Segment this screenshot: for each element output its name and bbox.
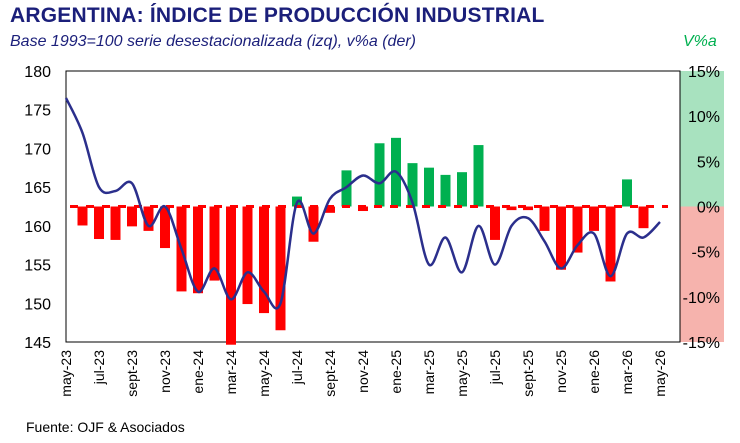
- yoy-bar-sept-23: [127, 206, 137, 227]
- x-tick-label: ene-24: [190, 350, 206, 394]
- left-tick-label: 165: [24, 180, 51, 197]
- yoy-bar-may-25: [457, 172, 467, 207]
- chart-title: ARGENTINA: ÍNDICE DE PRODUCCIÓN INDUSTRI…: [10, 4, 545, 27]
- plot-area-frame: [65, 70, 681, 343]
- right-tick-label: -15%: [683, 335, 720, 352]
- yoy-bar-dic-24: [374, 143, 385, 207]
- x-tick-label: sept-25: [520, 350, 536, 397]
- x-tick-label: may-23: [58, 350, 74, 397]
- right-axis-unit-label: V%a: [683, 33, 717, 50]
- yoy-bar-abr-24: [242, 206, 253, 305]
- source-note: Fuente: OJF & Asociados: [26, 419, 185, 435]
- yoy-bar-nov-23: [160, 206, 170, 249]
- yoy-bar-oct-25: [539, 206, 550, 231]
- x-tick-label: mar-24: [223, 350, 239, 395]
- left-tick-label: 150: [24, 296, 51, 313]
- x-tick-label: nov-23: [157, 350, 173, 393]
- yoy-bar-jun-25: [473, 145, 484, 207]
- x-tick-label: mar-26: [619, 350, 635, 395]
- right-tick-label: 5%: [697, 154, 720, 171]
- x-tick-label: may-24: [256, 350, 272, 397]
- x-tick-label: sept-23: [124, 350, 140, 397]
- positive-band: [680, 71, 724, 207]
- x-tick-label: nov-25: [553, 350, 569, 393]
- x-tick-label: ene-25: [388, 350, 404, 394]
- yoy-bar-sept-25: [523, 206, 533, 211]
- x-tick-label: sept-24: [322, 350, 338, 397]
- left-tick-label: 160: [24, 219, 51, 236]
- x-tick-label: ene-26: [586, 350, 602, 394]
- yoy-bar-mar-25: [424, 167, 434, 207]
- yoy-bar-jun-24: [275, 206, 286, 331]
- left-axis-ticks: 180 175 170 165 160 155 150 145: [24, 64, 51, 352]
- yoy-bar-jun-23: [77, 206, 88, 226]
- yoy-bar-feb-24: [209, 206, 220, 281]
- yoy-bar-ago-24: [308, 206, 319, 242]
- yoy-bar-dic-25: [572, 206, 583, 253]
- right-tick-label: 15%: [688, 64, 720, 81]
- yoy-bar-abr-26: [638, 206, 649, 229]
- x-tick-label: jul-24: [289, 350, 305, 385]
- left-tick-label: 170: [24, 141, 51, 158]
- yoy-bar-ene-26: [589, 206, 599, 231]
- right-axis-ticks: 15% 10% 5% 0% -5% -10% -15%: [683, 64, 720, 352]
- chart-subtitle: Base 1993=100 serie desestacionalizada (…: [10, 33, 417, 50]
- yoy-bar-mar-24: [226, 206, 236, 345]
- yoy-bar-sept-24: [325, 206, 335, 213]
- yoy-bar-feb-26: [605, 206, 616, 282]
- x-tick-label: nov-24: [355, 350, 371, 393]
- x-tick-label: jul-25: [487, 350, 503, 385]
- index-line: [64, 97, 661, 310]
- x-tick-label: may-26: [652, 350, 668, 397]
- yoy-bars: [77, 137, 649, 345]
- yoy-bar-jul-23: [94, 206, 104, 240]
- right-tick-label: 10%: [688, 109, 720, 126]
- left-tick-label: 155: [24, 258, 51, 275]
- negative-band: [680, 206, 724, 342]
- x-tick-label: may-25: [454, 350, 470, 397]
- yoy-bar-ago-23: [110, 206, 121, 240]
- right-tick-label: -10%: [683, 290, 720, 307]
- yoy-bar-mar-26: [622, 179, 632, 207]
- left-tick-label: 145: [24, 335, 51, 352]
- yoy-bar-abr-25: [440, 174, 451, 207]
- yoy-bar-nov-25: [556, 206, 566, 270]
- right-tick-label: 0%: [697, 200, 720, 217]
- yoy-bar-ene-24: [193, 206, 203, 294]
- yoy-bar-oct-23: [143, 206, 154, 231]
- x-axis-ticks: may-23 jul-23 sept-23 nov-23 ene-24 mar-24 may…: [58, 350, 668, 397]
- yoy-bar-jul-25: [490, 206, 500, 240]
- left-tick-label: 175: [24, 103, 51, 120]
- right-axis-bands: [680, 71, 724, 342]
- left-tick-label: 180: [24, 64, 51, 81]
- yoy-bar-nov-24: [358, 206, 368, 212]
- right-tick-label: -5%: [692, 245, 720, 262]
- yoy-bar-ago-25: [506, 206, 517, 211]
- yoy-bar-feb-25: [407, 163, 418, 207]
- yoy-bar-may-24: [259, 206, 269, 314]
- x-tick-label: mar-25: [421, 350, 437, 395]
- x-tick-label: jul-23: [91, 350, 107, 385]
